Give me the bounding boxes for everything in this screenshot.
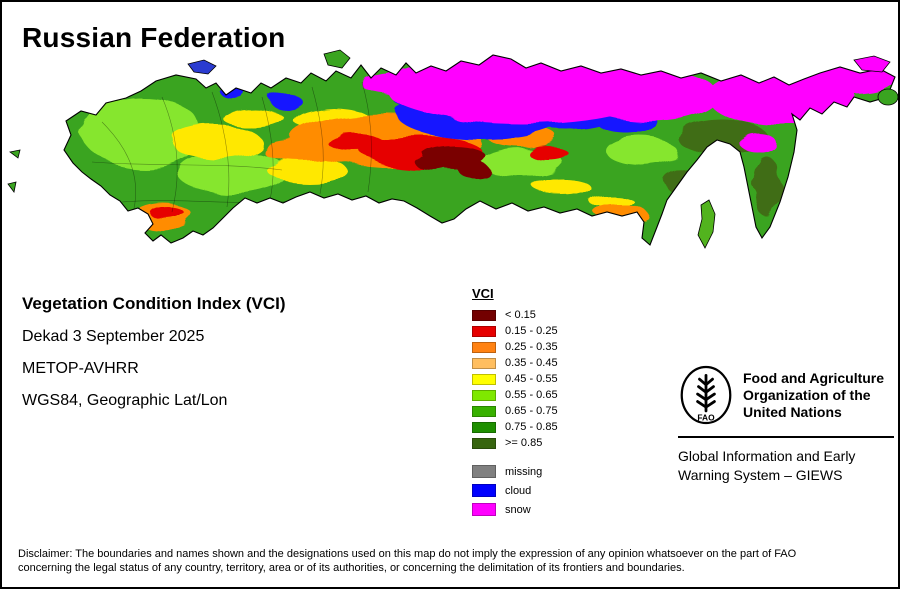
legend-swatch: [472, 373, 496, 385]
giews-label: Global Information and Early Warning Sys…: [678, 447, 894, 485]
legend-item: 0.35 - 0.45: [472, 357, 558, 369]
disclaimer: Disclaimer: The boundaries and names sho…: [18, 547, 890, 575]
legend-swatch: [472, 309, 496, 321]
legend-label: 0.45 - 0.55: [505, 373, 558, 385]
fao-org-line: Organization of the: [743, 386, 871, 403]
legend-swatch: [472, 484, 496, 497]
legend-swatch: [472, 341, 496, 353]
legend-title: VCI: [472, 286, 494, 301]
legend-swatch: [472, 421, 496, 433]
legend-label: 0.25 - 0.35: [505, 341, 558, 353]
legend-classes: < 0.15 0.15 - 0.25 0.25 - 0.35 0.35 - 0.45 0…: [472, 309, 558, 449]
legend-label: 0.75 - 0.85: [505, 421, 558, 433]
wheat-icon: [696, 374, 716, 413]
legend-swatch: [472, 437, 496, 449]
page-title: Russian Federation: [22, 22, 286, 53]
fao-org-name: Food and Agriculture Organization of the…: [743, 370, 884, 421]
legend-label: missing: [505, 465, 543, 478]
legend-item: snow: [472, 503, 558, 516]
legend-label: < 0.15: [505, 309, 536, 321]
legend-item: >= 0.85: [472, 437, 558, 449]
legend-item: < 0.15: [472, 309, 558, 321]
legend-label: 0.55 - 0.65: [505, 389, 558, 401]
metadata-projection: WGS84, Geographic Lat/Lon: [22, 392, 228, 409]
fao-block: FAO Food and Agriculture Organization of…: [678, 364, 894, 485]
admin-boundaries: [91, 81, 372, 218]
country-fill: [64, 55, 895, 245]
legend-label: 0.35 - 0.45: [505, 357, 558, 369]
legend-item: 0.55 - 0.65: [472, 389, 558, 401]
legend-item: cloud: [472, 484, 558, 497]
fao-logo: FAO: [680, 365, 732, 425]
legend-label: >= 0.85: [505, 437, 543, 449]
country-outline: [63, 54, 896, 246]
legend-label: 0.65 - 0.75: [505, 405, 558, 417]
legend-swatch: [472, 325, 496, 337]
giews-line: Warning System – GIEWS: [678, 467, 843, 483]
vci-legend: VCI < 0.15 0.15 - 0.25 0.25 - 0.35 0.35 - 0…: [472, 286, 558, 522]
metadata-sensor: METOP-AVHRR: [22, 360, 139, 377]
fao-org-line: Food and Agriculture: [743, 369, 885, 386]
legend-item: 0.45 - 0.55: [472, 373, 558, 385]
legend-label: 0.15 - 0.25: [505, 325, 558, 337]
giews-line: Global Information and Early: [678, 448, 856, 464]
legend-swatch: [472, 389, 496, 401]
legend-swatch: [472, 357, 496, 369]
fao-separator: [678, 436, 894, 438]
legend-item: 0.25 - 0.35: [472, 341, 558, 353]
legend-item: 0.75 - 0.85: [472, 421, 558, 433]
legend-item: 0.65 - 0.75: [472, 405, 558, 417]
fao-logo-label: FAO: [697, 413, 715, 423]
legend-swatch: [472, 503, 496, 516]
legend-item: 0.15 - 0.25: [472, 325, 558, 337]
legend-extra-classes: missing cloud snow: [472, 465, 558, 516]
fao-org-line: United Nations: [743, 403, 842, 420]
legend-item: missing: [472, 465, 558, 478]
legend-label: cloud: [505, 484, 532, 497]
islands: [7, 49, 898, 249]
disclaimer-line: concerning the legal status of any count…: [18, 562, 685, 574]
map-metadata: Vegetation Condition Index (VCI) Dekad 3…: [22, 294, 286, 424]
legend-swatch: [472, 405, 496, 417]
legend-swatch: [472, 465, 496, 478]
metadata-index-name: Vegetation Condition Index (VCI): [22, 294, 286, 313]
disclaimer-line: Disclaimer: The boundaries and names sho…: [18, 548, 797, 560]
legend-label: snow: [505, 503, 531, 516]
metadata-dekad: Dekad 3 September 2025: [22, 328, 205, 345]
